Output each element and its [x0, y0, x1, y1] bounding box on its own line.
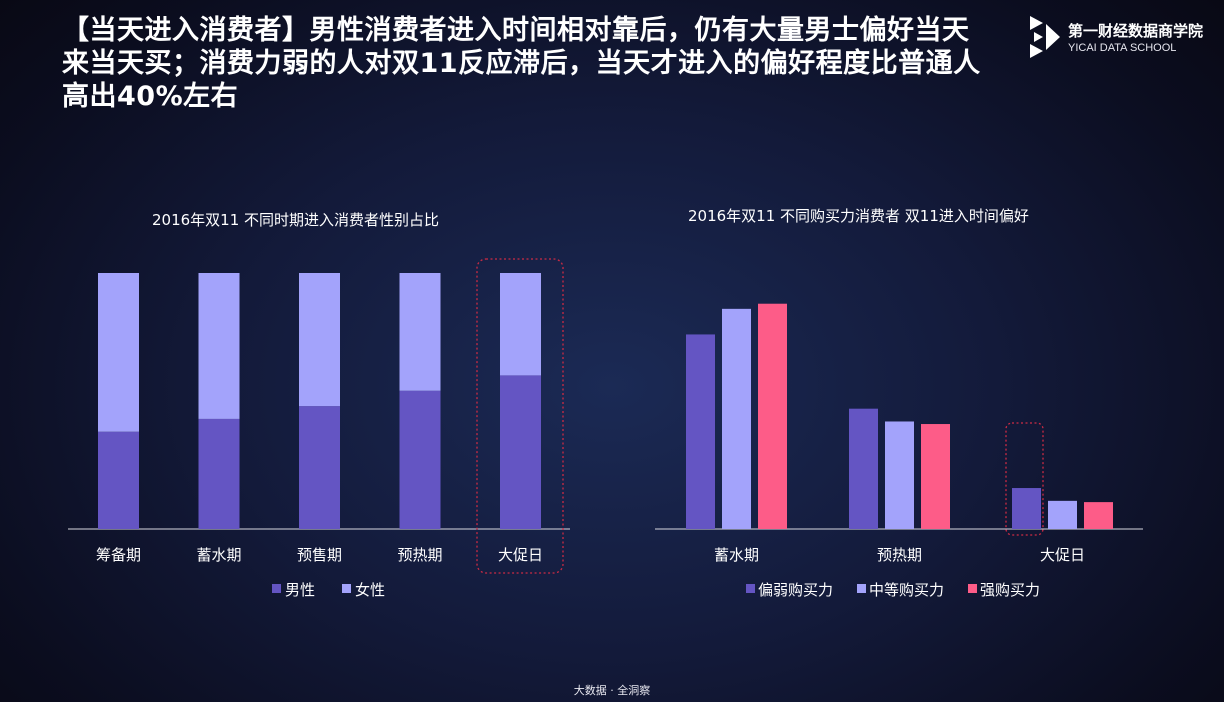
logo-name-en: YICAI DATA SCHOOL [1068, 42, 1177, 54]
bar-strong-item-3 [1084, 502, 1113, 529]
footer-tagline: 大数据 · 全洞察 [573, 684, 651, 697]
x-tick-label: 筹备期 [96, 546, 141, 564]
bar-medium-item-2 [885, 421, 914, 529]
bar-male-item-2 [198, 418, 240, 529]
legend-label-medium: 中等购买力 [869, 581, 944, 599]
highlight-box [476, 258, 564, 574]
bar-female-item-5 [500, 273, 541, 376]
legend-label-strong: 强购买力 [980, 581, 1040, 599]
bar-female-item-1 [98, 273, 139, 432]
x-tick-label: 蓄水期 [196, 546, 241, 564]
x-tick-label: 蓄水期 [714, 546, 759, 564]
logo-name-cn: 第一财经数据商学院 [1068, 22, 1204, 40]
legend-swatch-medium [857, 584, 866, 593]
bar-weak-item-1 [686, 334, 715, 529]
legend-label-weak: 偏弱购买力 [758, 581, 833, 599]
x-tick-label: 预热期 [397, 546, 442, 564]
legend-label-male: 男性 [285, 581, 315, 599]
x-tick-label: 大促日 [1040, 546, 1085, 564]
bar-male-item-5 [500, 375, 541, 529]
bar-female-item-3 [299, 273, 340, 407]
x-tick-label: 大促日 [498, 546, 543, 564]
bar-male-item-4 [399, 390, 441, 529]
legend-swatch-strong [968, 584, 977, 593]
x-tick-label: 预售期 [297, 546, 342, 564]
x-tick-label: 预热期 [877, 546, 922, 564]
chart1-title: 2016年双11 不同时期进入消费者性别占比 [152, 211, 440, 229]
bar-female-item-2 [198, 273, 240, 419]
bar-medium-item-3 [1048, 500, 1077, 529]
bar-weak-item-2 [849, 408, 878, 529]
bar-strong-item-2 [921, 424, 950, 529]
legend-swatch-weak [746, 584, 755, 593]
legend-swatch-male [272, 584, 281, 593]
bar-male-item-1 [98, 431, 139, 529]
headline: 【当天进入消费者】男性消费者进入时间相对靠后，仍有大量男士偏好当天来当天买；消费… [62, 15, 981, 112]
logo: 第一财经数据商学院 YICAI DATA SCHOOL [1030, 12, 1220, 62]
bar-male-item-3 [299, 406, 340, 529]
legend-label-female: 女性 [355, 581, 385, 599]
logo-mark-icon [1030, 16, 1060, 58]
legend-swatch-female [342, 584, 351, 593]
bar-female-item-4 [399, 273, 441, 391]
bar-weak-item-3 [1012, 488, 1041, 529]
bar-medium-item-1 [722, 308, 751, 529]
chart2-title: 2016年双11 不同购买力消费者 双11进入时间偏好 [688, 207, 1029, 225]
bar-strong-item-1 [758, 303, 787, 529]
